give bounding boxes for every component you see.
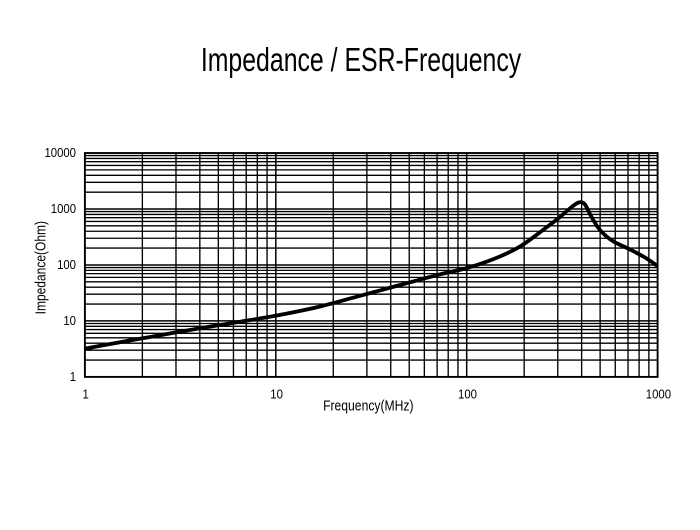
svg-text:10000: 10000	[44, 145, 76, 160]
svg-text:1: 1	[70, 369, 76, 384]
svg-text:1000: 1000	[646, 387, 671, 402]
svg-text:100: 100	[458, 387, 477, 402]
svg-text:10: 10	[270, 387, 283, 402]
svg-text:1: 1	[83, 387, 89, 402]
svg-text:100: 100	[57, 257, 76, 272]
svg-text:1000: 1000	[51, 201, 76, 216]
svg-text:10: 10	[63, 313, 76, 328]
svg-text:Impedance(Ohm): Impedance(Ohm)	[32, 221, 49, 314]
svg-text:Frequency(MHz): Frequency(MHz)	[323, 397, 413, 414]
svg-text:Impedance / ESR-Frequency: Impedance / ESR-Frequency	[201, 43, 522, 79]
